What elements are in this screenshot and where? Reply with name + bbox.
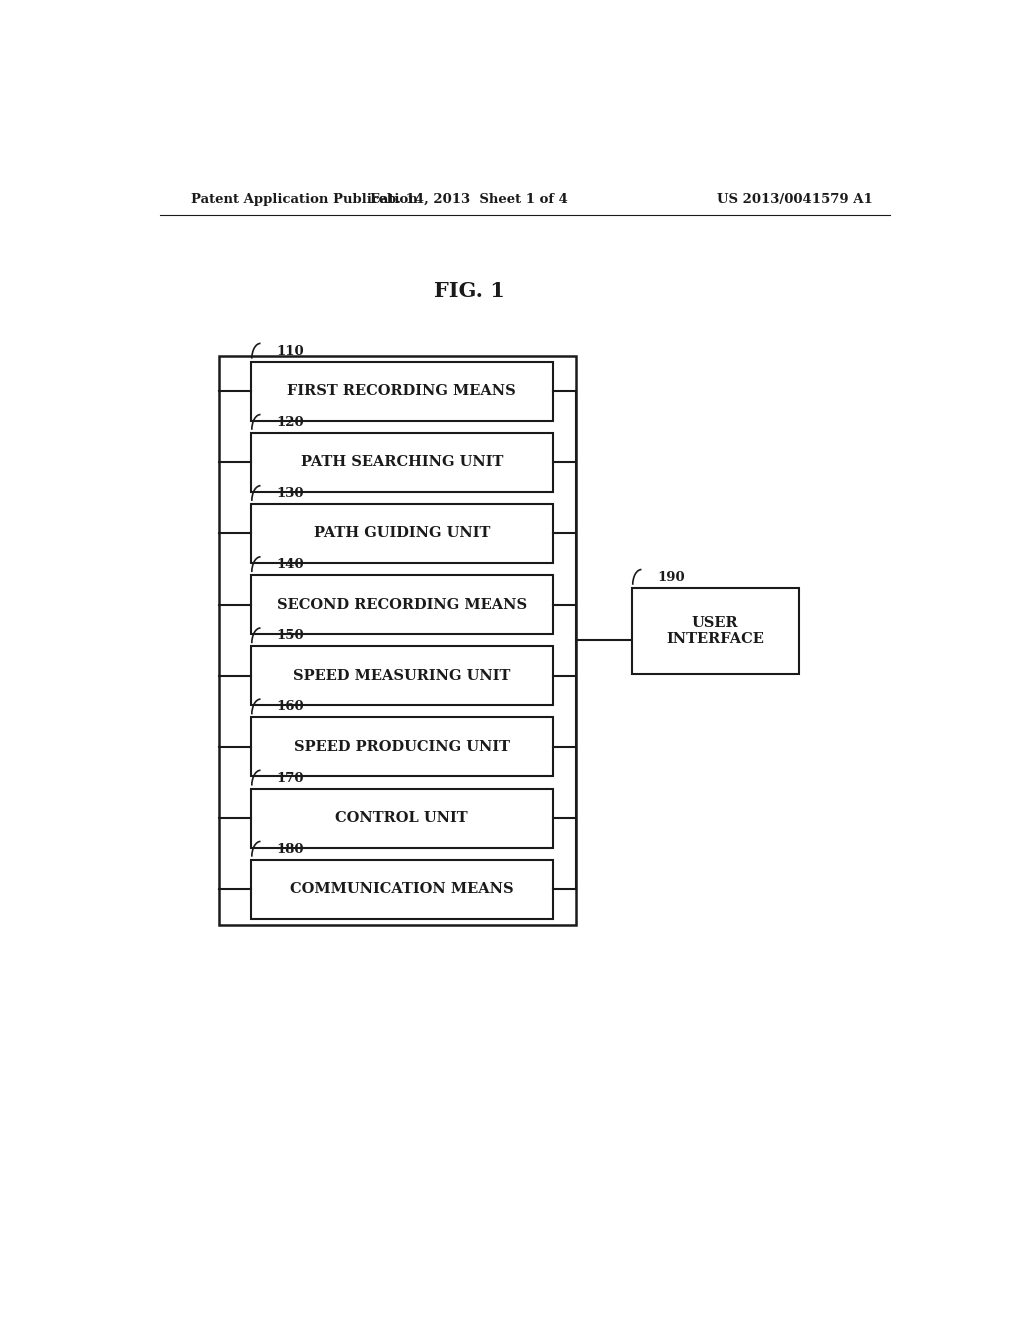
Text: SPEED MEASURING UNIT: SPEED MEASURING UNIT [293,669,511,682]
Bar [251,362,553,421]
Bar [251,576,553,634]
Text: PATH SEARCHING UNIT: PATH SEARCHING UNIT [301,455,503,470]
Text: SPEED PRODUCING UNIT: SPEED PRODUCING UNIT [294,741,510,754]
Text: CONTROL UNIT: CONTROL UNIT [336,810,468,825]
Bar [251,504,553,562]
Text: 170: 170 [276,771,304,784]
Bar [251,788,553,847]
Text: 120: 120 [276,416,304,429]
Text: 190: 190 [657,570,685,583]
Bar [251,433,553,492]
Text: USER
INTERFACE: USER INTERFACE [667,616,764,645]
Bar [219,355,577,925]
Text: US 2013/0041579 A1: US 2013/0041579 A1 [717,193,872,206]
Text: Feb. 14, 2013  Sheet 1 of 4: Feb. 14, 2013 Sheet 1 of 4 [371,193,568,206]
Bar [632,587,799,675]
Text: Patent Application Publication: Patent Application Publication [191,193,418,206]
Text: PATH GUIDING UNIT: PATH GUIDING UNIT [313,527,489,540]
Bar [251,647,553,705]
Text: FIRST RECORDING MEANS: FIRST RECORDING MEANS [288,384,516,399]
Text: 110: 110 [276,345,304,358]
Bar [251,718,553,776]
Text: COMMUNICATION MEANS: COMMUNICATION MEANS [290,882,514,896]
Text: SECOND RECORDING MEANS: SECOND RECORDING MEANS [276,598,527,611]
Text: 140: 140 [276,558,304,572]
Text: 130: 130 [276,487,304,500]
Text: 160: 160 [276,701,304,713]
Text: 150: 150 [276,630,304,643]
Bar [251,859,553,919]
Text: FIG. 1: FIG. 1 [434,281,505,301]
Text: 180: 180 [276,842,304,855]
